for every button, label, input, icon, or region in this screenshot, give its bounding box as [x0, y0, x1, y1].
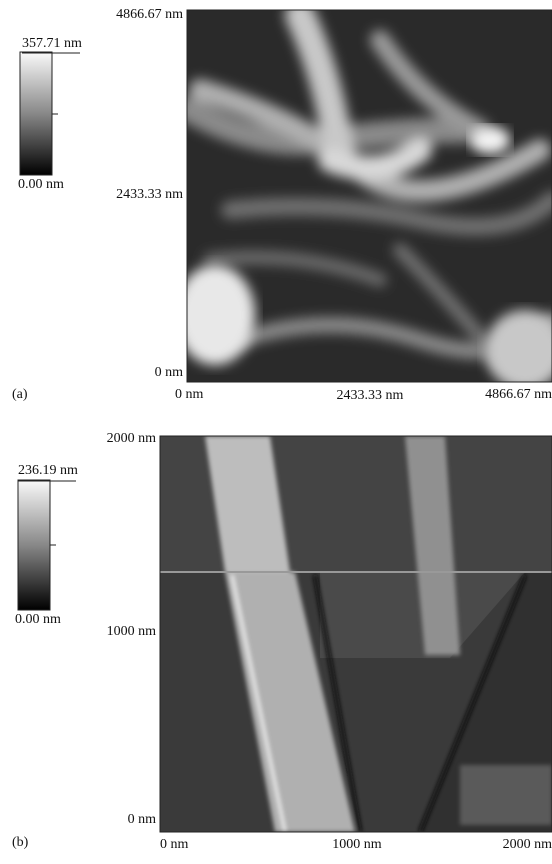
colorbar-max: 236.19 nm	[18, 463, 78, 478]
y-label: 1000 nm	[107, 624, 157, 639]
y-label: 2000 nm	[107, 431, 157, 446]
x-label: 0 nm	[175, 387, 204, 402]
x-label: 1000 nm	[332, 837, 382, 852]
x-label: 4866.67 nm	[485, 387, 552, 402]
y-label: 4866.67 nm	[116, 7, 183, 22]
x-label: 0 nm	[160, 837, 189, 852]
colorbar-max: 357.71 nm	[22, 36, 82, 51]
y-label: 0 nm	[155, 365, 184, 380]
colorbar-min: 0.00 nm	[18, 177, 64, 192]
x-label: 2000 nm	[503, 837, 552, 852]
colorbar-b	[18, 480, 50, 610]
page: {"panels": [ {"label": "(a)", "colorbar"…	[0, 0, 552, 859]
y-label: 2433.33 nm	[116, 187, 183, 202]
x-label: 2433.33 nm	[337, 388, 404, 403]
colorbar-min: 0.00 nm	[15, 612, 61, 627]
panel-label: (b)	[12, 835, 29, 850]
y-label: 0 nm	[128, 812, 157, 827]
afm-image-b	[160, 436, 552, 832]
panel-label: (a)	[12, 387, 28, 402]
afm-image-a	[175, 10, 552, 390]
colorbar-a	[20, 52, 52, 175]
figure: 357.71 nm 0.00 nm 4866.67 nm 2433.33 nm …	[0, 0, 552, 859]
